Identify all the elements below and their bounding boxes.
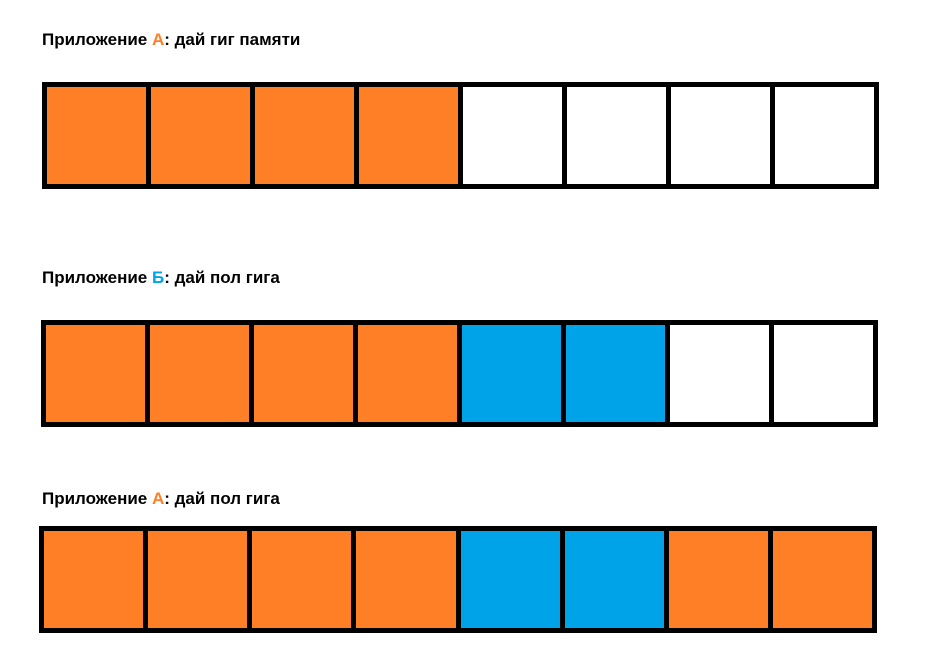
request-caption-1: Приложение А: дай гиг памяти (42, 30, 300, 50)
caption-prefix: Приложение (42, 268, 152, 287)
memory-block-app-a (356, 531, 456, 628)
caption-prefix: Приложение (42, 30, 152, 49)
memory-strip-3 (39, 526, 877, 633)
memory-block-app-a (47, 87, 146, 184)
memory-strip-2 (41, 320, 878, 427)
memory-block-app-a (254, 325, 353, 422)
memory-block-app-a (46, 325, 145, 422)
memory-block-app-a (772, 531, 872, 628)
memory-block-app-a (252, 531, 352, 628)
app-name: А (151, 489, 165, 508)
memory-block-app-a (668, 531, 768, 628)
memory-block-free (463, 87, 562, 184)
memory-block-free (670, 325, 769, 422)
caption-suffix: : дай гиг памяти (164, 30, 301, 49)
memory-block-free (774, 325, 873, 422)
request-caption-3: Приложение А: дай пол гига (42, 489, 280, 509)
memory-strip-1 (42, 82, 879, 189)
memory-block-free (775, 87, 874, 184)
app-name: Б (151, 268, 165, 287)
memory-block-app-a (358, 325, 457, 422)
app-name: А (151, 30, 165, 49)
memory-block-free (671, 87, 770, 184)
request-caption-2: Приложение Б: дай пол гига (42, 268, 280, 288)
memory-block-app-b (566, 325, 665, 422)
memory-block-app-a (255, 87, 354, 184)
memory-block-app-a (148, 531, 248, 628)
memory-block-app-b (462, 325, 561, 422)
memory-block-app-a (44, 531, 144, 628)
memory-block-app-a (150, 325, 249, 422)
memory-block-app-b (564, 531, 664, 628)
memory-block-free (567, 87, 666, 184)
memory-block-app-a (151, 87, 250, 184)
memory-block-app-a (359, 87, 458, 184)
caption-suffix: : дай пол гига (164, 489, 280, 508)
caption-prefix: Приложение (42, 489, 152, 508)
caption-suffix: : дай пол гига (164, 268, 280, 287)
memory-block-app-b (460, 531, 560, 628)
